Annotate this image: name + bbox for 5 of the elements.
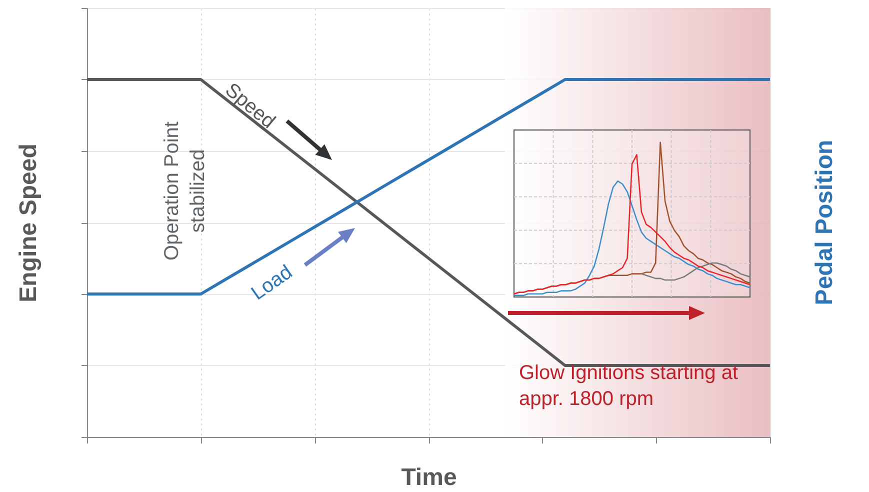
annotation: Operation Point stabilized: [161, 121, 209, 260]
y2-axis-title: Pedal Position: [811, 140, 838, 306]
annotation: Glow Ignitions starting at appr. 1800 rpm: [519, 362, 738, 410]
y-axis-title: Engine Speed: [15, 144, 42, 302]
x-axis-title: Time: [401, 464, 457, 491]
